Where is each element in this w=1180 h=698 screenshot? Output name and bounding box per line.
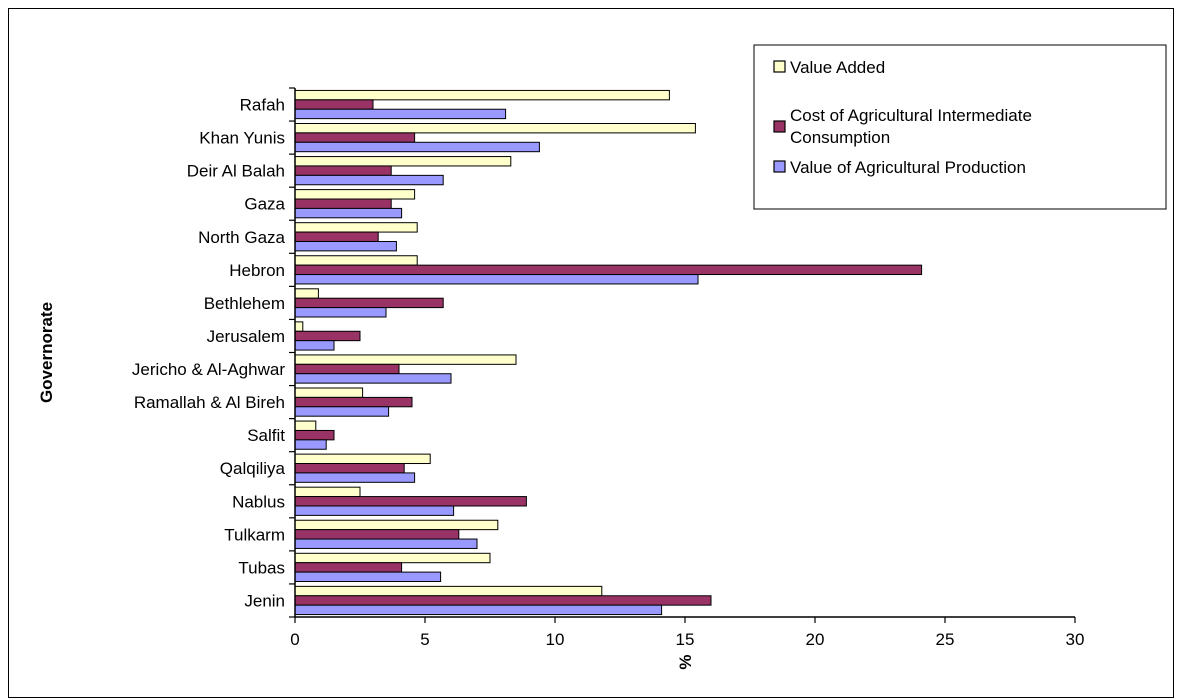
bar: [294, 297, 444, 309]
category-label: Bethlehem: [204, 294, 285, 313]
category-label: Gaza: [244, 195, 285, 214]
bar: [294, 562, 403, 573]
category-label: Ramallah & Al Bireh: [134, 393, 285, 412]
category-label: Hebron: [229, 261, 285, 280]
bar: [294, 472, 416, 483]
bar: [294, 505, 455, 516]
category-label: Nablus: [232, 492, 285, 511]
bar: [294, 340, 335, 351]
legend-swatch: [773, 160, 786, 173]
bar: [294, 396, 413, 408]
x-axis-title: %: [676, 654, 695, 669]
bar: [294, 463, 405, 474]
bar: [294, 189, 416, 200]
bar: [294, 122, 696, 134]
bar: [294, 373, 452, 384]
bar: [294, 453, 431, 465]
bar: [294, 604, 663, 616]
bar: [294, 99, 374, 110]
bar: [294, 321, 304, 332]
x-tick-label: 20: [806, 630, 825, 649]
bar: [294, 156, 512, 167]
bar: [294, 231, 379, 242]
legend-label: Value of Agricultural Production: [790, 158, 1026, 177]
category-labels: Rafah Khan Yunis Deir Al Balah Gaza North Ga…: [132, 96, 286, 611]
bar: [294, 132, 416, 143]
bar: [294, 288, 319, 299]
bar: [294, 89, 670, 101]
bar: [294, 585, 603, 597]
bar: [294, 406, 390, 417]
category-label: Qalqiliya: [220, 459, 286, 478]
bar: [294, 141, 540, 153]
bar: [294, 165, 392, 176]
x-tick-label: 25: [936, 630, 955, 649]
legend-swatch: [773, 120, 786, 133]
bar: [294, 108, 507, 120]
legend: Value Added Cost of Agricultural Intermed…: [753, 44, 1167, 210]
x-tick-label: 10: [546, 630, 565, 649]
ticks-group: 0 5 10 15 20 25 30: [289, 87, 1085, 649]
bar: [294, 439, 327, 450]
bars-group: [294, 89, 923, 616]
x-tick-label: 15: [676, 630, 695, 649]
bar: [294, 354, 517, 365]
bar: [294, 198, 392, 209]
legend-swatch: [773, 60, 786, 73]
bar: [294, 363, 400, 375]
category-label: Salfit: [247, 426, 285, 445]
bar: [294, 429, 335, 441]
bar: [294, 255, 418, 266]
bar: [294, 207, 403, 219]
category-label: Rafah: [240, 96, 285, 115]
bar: [294, 387, 364, 398]
category-label: Jerusalem: [207, 327, 285, 346]
category-label: Tulkarm: [224, 525, 285, 544]
bar: [294, 330, 361, 342]
x-tick-label: 5: [420, 630, 429, 649]
bar: [294, 174, 444, 186]
bar: [294, 538, 478, 549]
x-tick-label: 0: [290, 630, 299, 649]
category-label: Jericho & Al-Aghwar: [132, 360, 285, 379]
legend-box: [753, 44, 1167, 210]
bar: [294, 264, 923, 276]
bar: [294, 240, 397, 252]
bar: [294, 222, 418, 233]
bar: [294, 307, 387, 318]
bar: [294, 274, 699, 285]
y-axis-title: Governorate: [37, 302, 56, 403]
bar: [294, 571, 442, 583]
bar: [294, 486, 361, 498]
bar: [294, 420, 317, 431]
category-label: Tubas: [238, 558, 285, 577]
category-label: Deir Al Balah: [187, 162, 285, 181]
legend-label: Value Added: [790, 58, 885, 77]
legend-label: Cost of Agricultural Intermediate Consump…: [790, 106, 1032, 147]
bar: [294, 496, 527, 507]
x-tick-label: 30: [1066, 630, 1085, 649]
bar: [294, 529, 460, 540]
category-label: Jenin: [244, 591, 285, 610]
bar: [294, 595, 712, 606]
bar: [294, 519, 499, 531]
category-label: Khan Yunis: [199, 129, 285, 148]
category-label: North Gaza: [198, 228, 285, 247]
bar: [294, 552, 491, 564]
